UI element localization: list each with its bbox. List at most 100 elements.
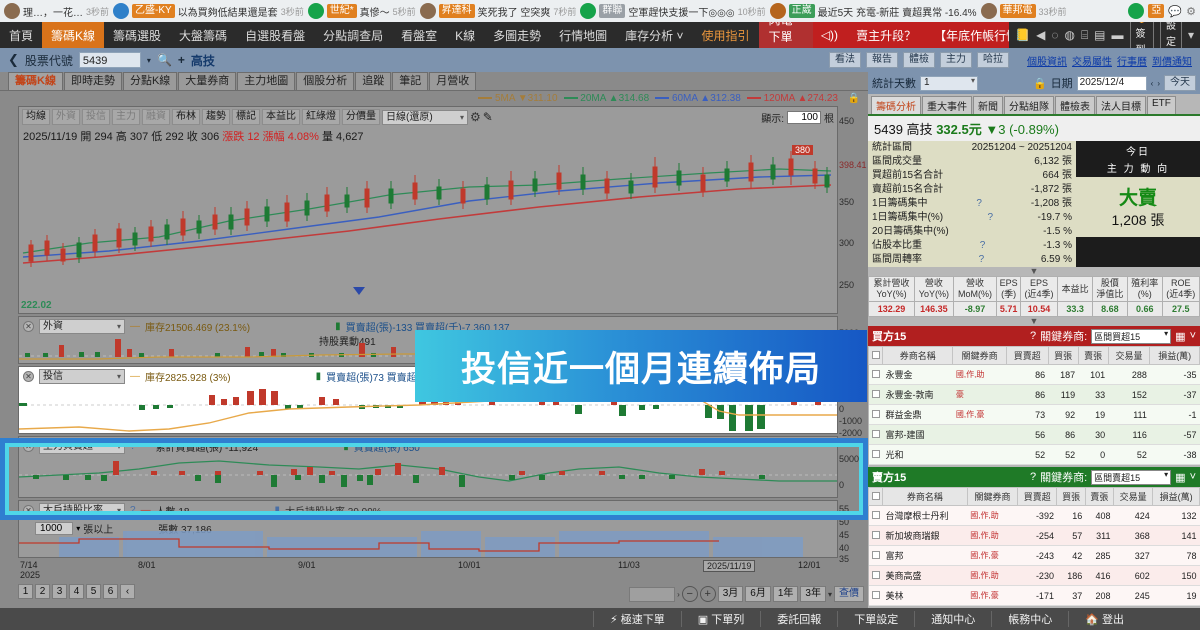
logout-button[interactable]: 🏠 登出: [1068, 611, 1140, 627]
row-checkbox[interactable]: [871, 449, 880, 458]
date-stepper-next-icon[interactable]: ›: [1157, 78, 1160, 88]
row-checkbox[interactable]: [871, 550, 880, 559]
select-all-checkbox[interactable]: [871, 350, 880, 359]
zoom-out-icon[interactable]: −: [681, 586, 698, 602]
tool-price-volume[interactable]: 分價量: [342, 109, 380, 125]
tool-pe-ratio[interactable]: 本益比: [262, 109, 300, 125]
window-icon[interactable]: ▤: [1094, 28, 1106, 42]
help-icon[interactable]: ?: [978, 254, 985, 265]
link-price-alert[interactable]: 到價通知: [1152, 56, 1192, 68]
notification-item[interactable]: 正崴 最近5天 充電-新莊 賣超異常 -16.4%: [769, 3, 977, 19]
help-icon[interactable]: ?: [987, 212, 994, 223]
link-stock-info[interactable]: 個股資訊: [1027, 56, 1067, 68]
grid-icon[interactable]: ▦: [1175, 471, 1186, 484]
stock-tag[interactable]: 乙盛-KY: [132, 4, 175, 18]
notification-item[interactable]: 理…，一花… 3秒前: [4, 3, 109, 19]
indicator-select-trust[interactable]: 投信: [39, 369, 125, 384]
notification-item[interactable]: 世紀* 真慘～ 5秒前: [307, 3, 416, 19]
zoom-in-icon[interactable]: +: [699, 586, 716, 602]
buy-filter-select[interactable]: 區間買超15: [1091, 328, 1172, 344]
order-report-button[interactable]: 委託回報: [760, 611, 837, 627]
nav-item-market-map[interactable]: 行情地圖: [559, 28, 608, 43]
rtab-institution-target[interactable]: 法人目標: [1096, 96, 1146, 114]
stock-tag[interactable]: 華邦電: [999, 4, 1036, 18]
stock-tag[interactable]: 群聯: [599, 4, 626, 18]
range-3y-button[interactable]: 3年: [800, 586, 826, 602]
mainforce-button[interactable]: 主力: [940, 52, 972, 68]
lock-icon[interactable]: 🔒: [1032, 77, 1047, 90]
range-3m-button[interactable]: 3月: [717, 586, 744, 602]
dropdown-arrow-icon[interactable]: ▾: [146, 55, 151, 65]
date-stepper-prev-icon[interactable]: ‹: [1150, 78, 1154, 88]
nav-item-home[interactable]: 首頁: [9, 28, 34, 43]
stock-tag[interactable]: 世紀*: [326, 4, 357, 18]
expand-arrow-icon[interactable]: ▼: [1029, 316, 1039, 326]
chart-tab-realtime[interactable]: 即時走勢: [63, 72, 122, 90]
tool-trend[interactable]: 趨勢: [202, 109, 230, 125]
pager-page-1[interactable]: 1: [18, 584, 33, 599]
row-checkbox[interactable]: [871, 369, 880, 378]
nav-item-user-guide[interactable]: 使用指引: [701, 28, 750, 43]
date-input[interactable]: 2025/12/4: [1076, 75, 1147, 91]
chart-tab-monthly-revenue[interactable]: 月營收: [429, 72, 477, 90]
tool-trust[interactable]: 投信: [82, 109, 110, 125]
view-button[interactable]: 看法: [829, 52, 861, 68]
nav-item-chip-kline[interactable]: 籌碼K線: [42, 22, 105, 48]
indicator-select-mainforce[interactable]: 主力買賣超: [39, 439, 125, 454]
tool-bollinger[interactable]: 布林: [172, 109, 200, 125]
row-checkbox[interactable]: [871, 530, 880, 539]
chart-tab-notes[interactable]: 筆記: [392, 72, 429, 90]
close-icon[interactable]: ✕: [23, 321, 34, 332]
pager-page-6[interactable]: 6: [103, 584, 118, 599]
nav-item-trading-room[interactable]: 看盤室: [401, 28, 438, 43]
help-icon[interactable]: ?: [1029, 330, 1037, 342]
nav-item-branch-bureau[interactable]: 分點調查局: [323, 28, 384, 43]
comment-icon[interactable]: 💬: [1168, 5, 1183, 18]
indicator-select-bigholder[interactable]: 大戶持股比率: [39, 503, 125, 518]
marquee-banner[interactable]: ◁)) 賣主升段？ 【年底作帳行情】投信默默佈局10天: [812, 22, 1010, 48]
chart-tab-branch-kline[interactable]: 分點K線: [122, 72, 178, 90]
chart-tab-mainforce-map[interactable]: 主力地圖: [237, 72, 296, 90]
grid-icon[interactable]: ▦: [1175, 330, 1186, 343]
range-6m-button[interactable]: 6月: [745, 586, 771, 602]
tool-traffic-light[interactable]: 紅綠燈: [302, 109, 340, 125]
chat-button[interactable]: 哈拉: [977, 52, 1009, 68]
checkup-button[interactable]: 體檢: [903, 52, 935, 68]
notification-item[interactable]: 昇達科 笑死我了 空突爽 7秒前: [419, 3, 576, 19]
pager-page-2[interactable]: 2: [35, 584, 50, 599]
book-icon[interactable]: 📒: [1015, 28, 1031, 42]
panel-icon[interactable]: ▬: [1111, 28, 1124, 42]
gear-icon[interactable]: ⚙: [1186, 5, 1196, 18]
pencil-icon[interactable]: ✎: [482, 110, 493, 124]
chevron-right-icon[interactable]: ›: [677, 589, 680, 599]
rtab-branch-team[interactable]: 分點組隊: [1004, 96, 1054, 114]
plus-icon[interactable]: +: [177, 53, 185, 67]
row-checkbox[interactable]: [871, 590, 880, 599]
link-calendar[interactable]: 行事曆: [1117, 56, 1147, 68]
subpanel-bigholder[interactable]: ✕ 大戶持股比率 ? — 人數 18 ▮ 大戶持股比率 39.99% 1000 …: [18, 500, 849, 564]
order-list-button[interactable]: ▣ 下單列: [680, 611, 760, 627]
pager-page-3[interactable]: 3: [52, 584, 67, 599]
link-trade-attr[interactable]: 交易屬性: [1072, 56, 1112, 68]
chevron-down-icon[interactable]: ▾: [1187, 28, 1194, 42]
price-chart-panel[interactable]: 均線 外資 投信 主力 融資 布林 趨勢 標記 本益比 紅綠燈 分價量 日線(還…: [18, 106, 867, 314]
zoom-range-input[interactable]: [629, 586, 676, 602]
select-all-checkbox[interactable]: [871, 491, 880, 500]
megaphone-icon[interactable]: ◀: [1036, 28, 1046, 42]
search-icon[interactable]: 🔍: [156, 53, 172, 67]
settings-button[interactable]: 設定: [1159, 18, 1182, 52]
tool-mainforce[interactable]: 主力: [112, 109, 140, 125]
stat-days-select[interactable]: 1: [920, 75, 978, 91]
bars-input[interactable]: 100: [787, 110, 821, 124]
stock-tag[interactable]: 昇達科: [438, 4, 475, 18]
report-button[interactable]: 報告: [866, 52, 898, 68]
rtab-etf[interactable]: ETF: [1147, 96, 1176, 114]
pager-page-5[interactable]: 5: [86, 584, 101, 599]
fast-order-button[interactable]: ⚡ 極速下單: [593, 611, 681, 627]
lot-size-select[interactable]: 1000: [35, 522, 74, 535]
account-center-button[interactable]: 帳務中心: [991, 611, 1068, 627]
gear-icon[interactable]: ⚙: [470, 110, 481, 124]
nav-item-inventory-analysis[interactable]: 庫存分析 ˅: [625, 28, 684, 43]
rtab-chip-analysis[interactable]: 籌碼分析: [871, 96, 921, 114]
row-checkbox[interactable]: [871, 389, 880, 398]
